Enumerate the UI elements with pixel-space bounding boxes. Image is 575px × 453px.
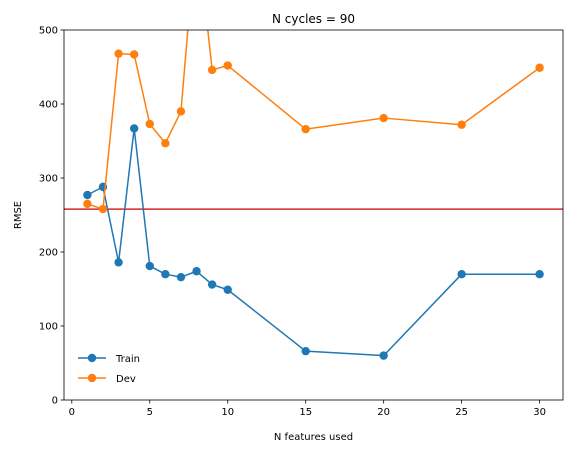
data-point-train (207, 280, 217, 289)
data-point-dev (129, 50, 139, 59)
legend-label: Train (115, 354, 140, 365)
legend-swatch-marker (87, 353, 97, 363)
y-axis-ticks: 0 100 200 300 400 500 (39, 26, 64, 407)
data-point-train (114, 258, 123, 267)
x-tick-label: 15 (299, 407, 312, 418)
y-axis-label: RMSE (13, 201, 24, 229)
plot-frame (63, 29, 564, 401)
legend-label: Dev (116, 374, 136, 385)
x-tick-label: 30 (533, 407, 546, 418)
series-layer (83, 30, 544, 360)
chart-title: N cycles = 90 (272, 12, 355, 26)
data-point-train (161, 270, 170, 279)
x-tick-label: 10 (221, 407, 234, 418)
data-point-dev (301, 124, 310, 134)
data-point-dev (98, 204, 108, 214)
data-point-dev (207, 65, 217, 75)
data-point-train (192, 267, 201, 276)
data-point-dev (114, 49, 123, 58)
x-tick-label: 5 (147, 407, 153, 418)
series-line-train (87, 127, 540, 357)
y-tick-label: 100 (39, 322, 58, 333)
x-axis-ticks: 0 5 10 15 20 25 30 (69, 400, 546, 418)
data-point-dev (457, 120, 466, 129)
legend: Train Dev (78, 353, 140, 385)
data-point-train (176, 272, 186, 282)
legend-item-dev: Dev (78, 373, 136, 385)
y-tick-label: 400 (39, 100, 58, 111)
y-tick-label: 300 (39, 174, 58, 185)
data-point-dev (161, 139, 170, 148)
data-point-dev (379, 113, 388, 123)
data-point-train (379, 351, 388, 360)
data-point-dev (176, 107, 186, 116)
data-point-dev (83, 199, 92, 209)
legend-item-train: Train (78, 353, 140, 365)
plot-background (64, 30, 563, 400)
data-point-train (457, 270, 466, 279)
x-tick-label: 0 (69, 407, 75, 418)
y-tick-label: 200 (39, 248, 58, 259)
data-point-train (301, 346, 310, 356)
y-tick-label: 500 (39, 26, 58, 37)
data-point-train (535, 270, 544, 279)
legend-swatch-marker (87, 373, 97, 383)
data-point-dev (145, 119, 154, 129)
x-tick-label: 20 (377, 407, 390, 418)
y-tick-label: 0 (52, 396, 58, 407)
data-point-dev (223, 61, 232, 70)
data-point-train (129, 124, 139, 133)
data-point-train (223, 285, 232, 294)
series-dev (83, 30, 544, 214)
x-axis-label: N features used (274, 432, 353, 443)
data-point-dev (535, 63, 544, 72)
data-point-train (145, 261, 154, 271)
x-tick-label: 25 (455, 407, 468, 418)
data-point-train (83, 190, 92, 200)
